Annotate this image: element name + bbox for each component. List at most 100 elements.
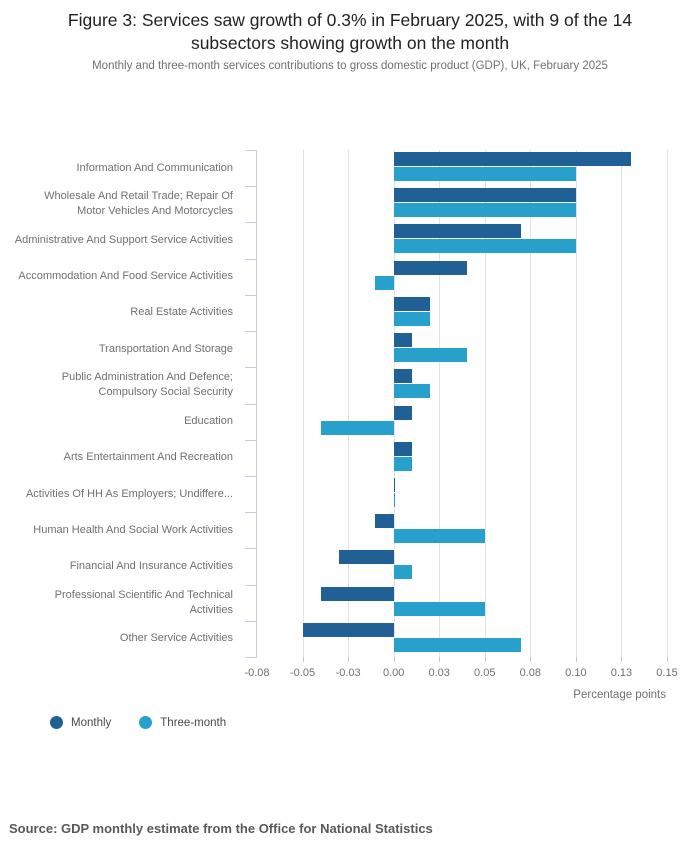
category-label-text: Other Service Activities [119,632,233,645]
category-label-text: Financial And Insurance Activities [69,559,233,572]
category-label: Accommodation And Food Service Activitie… [0,259,245,295]
y-axis-tick [245,657,257,658]
category-axis: Information And Communication Wholesale A… [0,150,245,657]
x-tick-label: -0.05 [290,667,316,679]
bar-three-month[interactable] [393,384,431,399]
category-label: Arts Entertainment And Recreation [0,440,245,476]
legend-item-three-month[interactable]: Three-month [139,716,226,729]
bar-three-month[interactable] [393,601,485,616]
category-label-text: Real Estate Activities [130,306,233,319]
legend-item-monthly[interactable]: Monthly [50,716,111,729]
bar-three-month[interactable] [393,239,576,254]
bar-monthly[interactable] [393,224,522,239]
y-axis-tick [245,440,257,441]
bar-monthly[interactable] [393,260,467,275]
x-axis-tick [530,657,532,662]
monthly-legend-dot-icon [50,716,63,729]
x-axis-tick [439,657,441,662]
x-axis-tick [393,657,395,662]
category-label: Education [0,404,245,440]
category-label: Real Estate Activities [0,295,245,331]
category-label: Administrative And Support Service Activ… [0,222,245,258]
category-label: Public Administration And Defence; Compu… [0,367,245,403]
x-tick-label: -0.08 [244,667,270,679]
bar-monthly[interactable] [302,622,394,637]
y-axis-tick [245,367,257,368]
x-tick-label: 0.10 [565,667,587,679]
page-title: Figure 3: Services saw growth of 0.3% in… [67,10,633,53]
x-tick-label: -0.03 [335,667,361,679]
category-label: Activities Of HH As Employers; Undiffere… [0,476,245,512]
chart-subtitle: Monthly and three-month services contrib… [92,60,608,72]
y-axis-tick [245,186,257,187]
bar-three-month[interactable] [393,565,412,580]
gridline [575,150,577,657]
bar-three-month[interactable] [393,311,431,326]
bar-three-month[interactable] [393,203,576,218]
bar-monthly[interactable] [393,477,395,492]
bar-monthly[interactable] [393,152,631,166]
bar-three-month[interactable] [393,529,485,544]
category-label-text: Education [184,415,233,428]
legend-item-label: Monthly [71,716,112,729]
category-label-text: Information And Communication [76,161,233,174]
y-axis-tick [245,222,257,223]
x-tick-label: 0.03 [428,667,450,679]
y-axis-tick [245,585,257,586]
category-label: Professional Scientific And Technical Ac… [0,585,245,621]
bar-three-month[interactable] [393,348,467,363]
gridline [439,150,441,657]
category-label: Financial And Insurance Activities [0,548,245,584]
category-label-text: Arts Entertainment And Recreation [63,451,233,464]
x-axis-label: Percentage points [573,689,666,701]
y-axis-tick [245,331,257,332]
bar-monthly[interactable] [393,369,412,384]
x-tick-label: 0.15 [656,667,678,679]
x-tick-label: 0.05 [474,667,496,679]
x-axis-tick [575,657,577,662]
bar-three-month[interactable] [393,637,522,652]
three-month-legend-dot-icon [139,716,153,729]
bar-monthly[interactable] [393,441,412,456]
legend: Monthly Three-month [50,716,226,729]
category-label-text: Transportation And Storage [98,342,233,355]
category-label: Human Health And Social Work Activities [0,512,245,548]
y-axis-tick [245,548,257,549]
x-tick-label: 0.13 [610,667,633,679]
legend-item-label: Three-month [160,716,227,729]
category-label-text: Administrative And Support Service Activ… [14,234,233,247]
bar-monthly[interactable] [320,586,394,601]
bar-three-month[interactable] [320,420,394,435]
bar-three-month[interactable] [393,167,576,181]
bar-monthly[interactable] [339,550,394,565]
bar-three-month[interactable] [393,456,412,471]
gridline [621,150,623,657]
x-axis-tick [621,657,623,662]
bar-monthly[interactable] [393,188,576,203]
category-label: Information And Communication [0,150,245,186]
y-axis-tick [245,150,257,151]
source-note: Source: GDP monthly estimate from the Of… [9,821,433,836]
bar-monthly[interactable] [375,514,394,529]
category-label: Transportation And Storage [0,331,245,367]
plot-area: -0.08 -0.05 -0.03 0.00 0.03 0.05 0.08 0.10 0.13 0… [244,150,678,679]
bar-monthly[interactable] [393,333,412,348]
bar-monthly[interactable] [393,296,431,311]
gridline [302,150,304,657]
bar-three-month[interactable] [375,275,394,290]
bar-monthly[interactable] [393,405,412,420]
category-label-text: Wholesale And Retail Trade; Repair Of Mo… [44,190,233,218]
gridline [393,150,395,657]
gridline [348,150,350,657]
y-axis-tick [245,476,257,477]
gridline [484,150,486,657]
bar-three-month[interactable] [393,492,395,507]
y-axis-tick [245,512,257,513]
category-label-text: Human Health And Social Work Activities [33,523,233,536]
category-label: Wholesale And Retail Trade; Repair Of Mo… [0,186,245,222]
x-axis-tick [302,657,304,662]
x-tick-label: 0.08 [519,667,542,679]
x-axis-tick [484,657,486,662]
x-tick-label: 0.00 [382,667,405,679]
